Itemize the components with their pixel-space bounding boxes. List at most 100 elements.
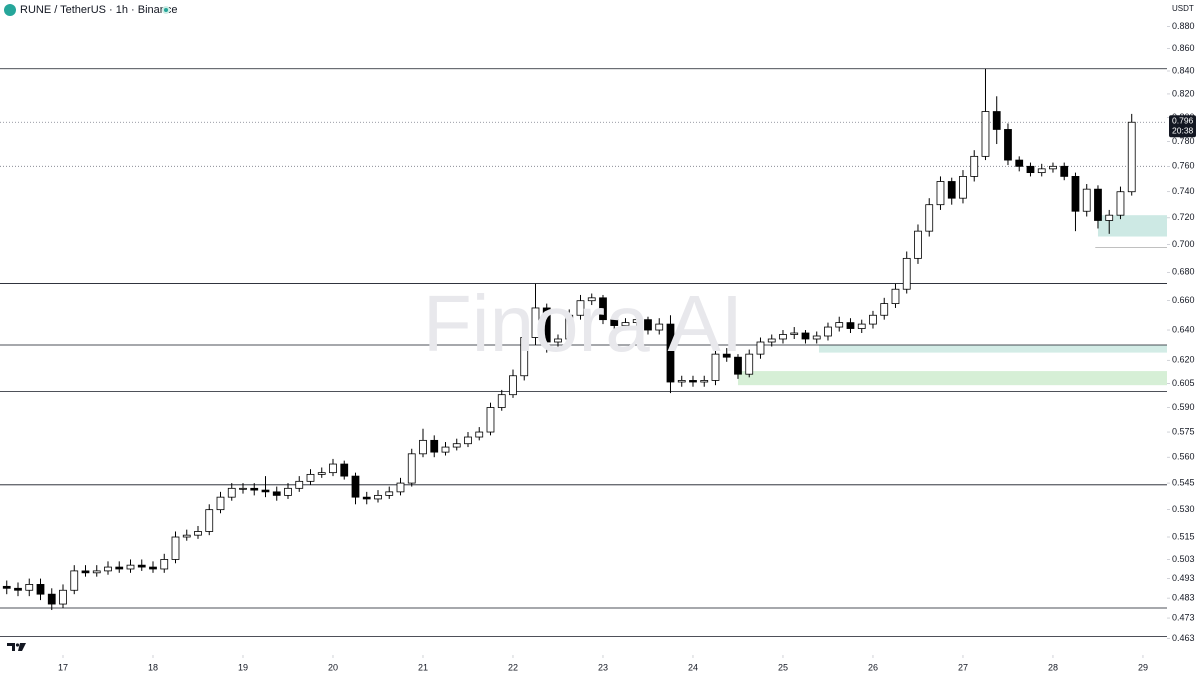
candle-body [452, 443, 461, 448]
candle-body [1094, 188, 1102, 221]
zone [1097, 215, 1167, 237]
candle-body [340, 463, 349, 477]
candle-body [891, 288, 900, 305]
candle-body [554, 338, 562, 343]
countdown: 20:38 [1172, 125, 1194, 135]
candle-body [914, 230, 922, 259]
price-label: 0.796 [1172, 115, 1194, 125]
chart-title: RUNE / TetherUS · 1h · Binance [20, 4, 178, 16]
candle-body [216, 496, 225, 511]
candle-body [171, 536, 180, 560]
candle-body [846, 322, 855, 329]
candle-body [227, 487, 236, 498]
candle-body [407, 453, 416, 484]
candle-body [745, 353, 754, 375]
x-tick-label: 18 [148, 662, 158, 672]
candle-body [261, 489, 270, 493]
candle-body [464, 436, 472, 445]
x-tick-label: 21 [418, 662, 428, 672]
candle-body [1082, 188, 1091, 212]
candle-body [925, 204, 934, 232]
candle-body [992, 111, 1001, 130]
candle-body [734, 356, 742, 375]
candle-body [869, 314, 877, 325]
candle-body [1127, 121, 1136, 193]
candle-body [520, 337, 529, 377]
y-tick-label: 0.780 [1172, 136, 1195, 146]
x-tick-label: 17 [58, 662, 68, 672]
candle-body [25, 584, 34, 591]
candle-body [857, 323, 866, 329]
candle-body [1071, 176, 1080, 212]
candle-body [666, 323, 675, 383]
candle-body [677, 380, 686, 383]
candle-body [587, 297, 596, 302]
y-tick-label: 0.880 [1172, 21, 1195, 31]
candle-body [497, 394, 506, 408]
y-tick-label: 0.515 [1172, 531, 1195, 541]
candle-body [880, 303, 889, 316]
candle-body [801, 332, 810, 340]
candle-body [981, 111, 990, 157]
candle-body [644, 319, 652, 331]
zone [737, 371, 1167, 386]
candle-body [36, 584, 45, 595]
candle-body [700, 380, 709, 383]
candle-body [396, 482, 405, 493]
unit-label: USDT [1172, 4, 1194, 13]
candle-body [531, 307, 540, 338]
candle-body [689, 380, 697, 383]
candle-body [104, 566, 112, 572]
y-tick-label: 0.740 [1172, 186, 1195, 196]
candle-body [160, 559, 169, 570]
candle-body [599, 297, 607, 321]
y-tick-label: 0.660 [1172, 295, 1195, 305]
candle-body [655, 323, 664, 331]
watermark: Finora AI [423, 279, 743, 368]
candle-body [475, 431, 484, 438]
candle-body [385, 491, 394, 496]
candle-body [812, 335, 821, 340]
tradingview-logo [7, 643, 26, 651]
candle-body [1015, 159, 1024, 167]
candle-body [126, 564, 135, 570]
candle-body [317, 472, 326, 475]
candle-body [59, 589, 67, 605]
zone [818, 345, 1167, 353]
candle-body [194, 531, 202, 536]
candle-body [272, 491, 281, 496]
candle-body [1026, 165, 1035, 174]
y-tick-label: 0.700 [1172, 239, 1195, 249]
candle-body [936, 181, 945, 206]
candle-body [374, 494, 382, 500]
y-tick-label: 0.473 [1172, 612, 1195, 622]
y-tick-label: 0.545 [1172, 477, 1195, 487]
candle-body [81, 570, 90, 574]
candle-body [959, 176, 967, 199]
status-dot-core [164, 8, 168, 12]
candle-body [542, 307, 551, 343]
x-tick-label: 19 [238, 662, 248, 672]
y-tick-label: 0.503 [1172, 554, 1195, 564]
x-tick-label: 20 [328, 662, 338, 672]
candle-body [115, 566, 124, 570]
y-tick-label: 0.560 [1172, 452, 1195, 462]
y-tick-label: 0.530 [1172, 504, 1195, 514]
candle-body [970, 155, 979, 177]
candle-body [610, 319, 619, 326]
candle-body [756, 341, 765, 355]
y-tick-label: 0.620 [1172, 355, 1195, 365]
candle-body [239, 487, 247, 490]
y-tick-label: 0.590 [1172, 402, 1195, 412]
y-tick-label: 0.680 [1172, 267, 1195, 277]
candle-body [441, 446, 450, 453]
candle-body [419, 439, 427, 455]
candle-body [351, 475, 360, 498]
candle-body [824, 326, 832, 337]
y-tick-label: 0.820 [1172, 88, 1195, 98]
candle-body [205, 509, 214, 532]
candle-body [947, 181, 956, 199]
candle-body [565, 314, 574, 340]
y-tick-label: 0.463 [1172, 633, 1195, 643]
candle-body [1116, 191, 1125, 216]
